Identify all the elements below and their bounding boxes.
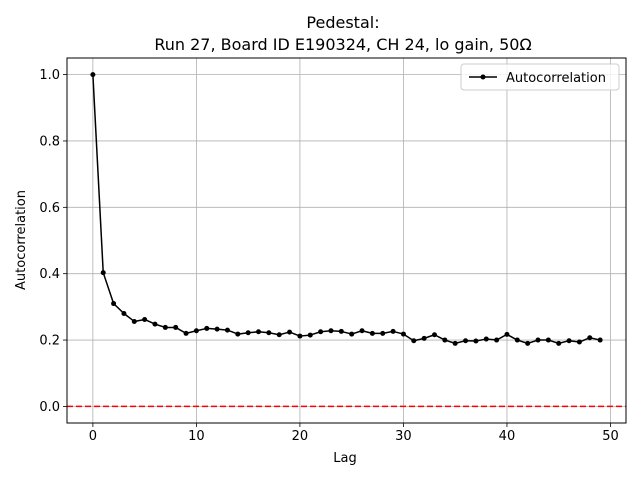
data-point [473, 338, 479, 344]
data-point [276, 332, 282, 338]
data-point [318, 329, 324, 335]
data-point [193, 328, 199, 334]
series-autocorrelation [90, 72, 603, 346]
chart-title-line1: Pedestal: [306, 13, 379, 32]
data-point [349, 331, 355, 337]
data-point [556, 340, 562, 346]
chart-title-line2: Run 27, Board ID E190324, CH 24, lo gain… [154, 35, 531, 54]
data-point [100, 270, 106, 276]
data-point [421, 335, 427, 341]
y-tick-label: 0.0 [39, 400, 60, 415]
data-point [380, 330, 386, 336]
data-point [266, 330, 272, 336]
data-point [152, 321, 158, 327]
data-point [514, 337, 520, 343]
data-point [566, 338, 572, 344]
data-point [111, 301, 117, 307]
x-tick-label: 40 [499, 429, 516, 444]
x-axis-label: Lag [333, 451, 356, 466]
data-point [452, 340, 458, 346]
data-point [431, 332, 437, 338]
x-axis-ticks: 0 10 20 30 40 50 [89, 423, 619, 444]
data-point [535, 337, 541, 343]
data-point [576, 339, 582, 345]
y-tick-label: 0.8 [39, 134, 60, 149]
data-point [214, 326, 220, 332]
data-point [587, 335, 593, 341]
data-point [359, 328, 365, 334]
legend: Autocorrelation [460, 63, 620, 91]
data-point [245, 330, 251, 336]
data-point [463, 338, 469, 344]
data-point [256, 329, 262, 335]
data-point [287, 329, 293, 335]
data-point [224, 327, 230, 333]
data-point [597, 337, 603, 343]
data-point [90, 72, 96, 78]
data-point [131, 318, 137, 324]
data-point [142, 316, 148, 322]
data-point [297, 333, 303, 339]
y-tick-label: 0.6 [39, 201, 60, 216]
legend-label-autocorrelation: Autocorrelation [506, 71, 606, 86]
plot-area-frame [66, 57, 627, 424]
series-line [92, 74, 601, 345]
x-tick-label: 0 [89, 429, 97, 444]
data-point [390, 328, 396, 334]
x-tick-label: 30 [395, 429, 412, 444]
x-tick-label: 10 [188, 429, 205, 444]
data-point [483, 336, 489, 342]
legend-marker-swatch [480, 74, 486, 80]
data-point [173, 324, 179, 330]
data-point [442, 337, 448, 343]
x-tick-label: 50 [602, 429, 619, 444]
data-point [338, 328, 344, 334]
data-point [411, 338, 417, 344]
grid-lines [67, 58, 626, 423]
data-point [183, 330, 189, 336]
y-tick-label: 0.2 [39, 334, 60, 349]
y-axis-ticks: 0.0 0.2 0.4 0.6 0.8 1.0 [39, 68, 67, 415]
data-point [328, 328, 334, 334]
data-point [121, 311, 127, 316]
legend-box [460, 63, 620, 91]
data-point [545, 337, 551, 343]
data-point [369, 330, 375, 336]
data-point [235, 331, 241, 337]
data-point [162, 324, 168, 330]
data-point [204, 325, 210, 331]
y-tick-label: 1.0 [39, 68, 60, 83]
data-point [504, 331, 510, 337]
data-point [400, 331, 406, 337]
y-tick-label: 0.4 [39, 267, 60, 282]
data-point [494, 337, 500, 343]
data-point [525, 340, 531, 346]
data-point [307, 332, 313, 338]
x-tick-label: 20 [292, 429, 309, 444]
y-axis-label: Autocorrelation [14, 190, 29, 290]
